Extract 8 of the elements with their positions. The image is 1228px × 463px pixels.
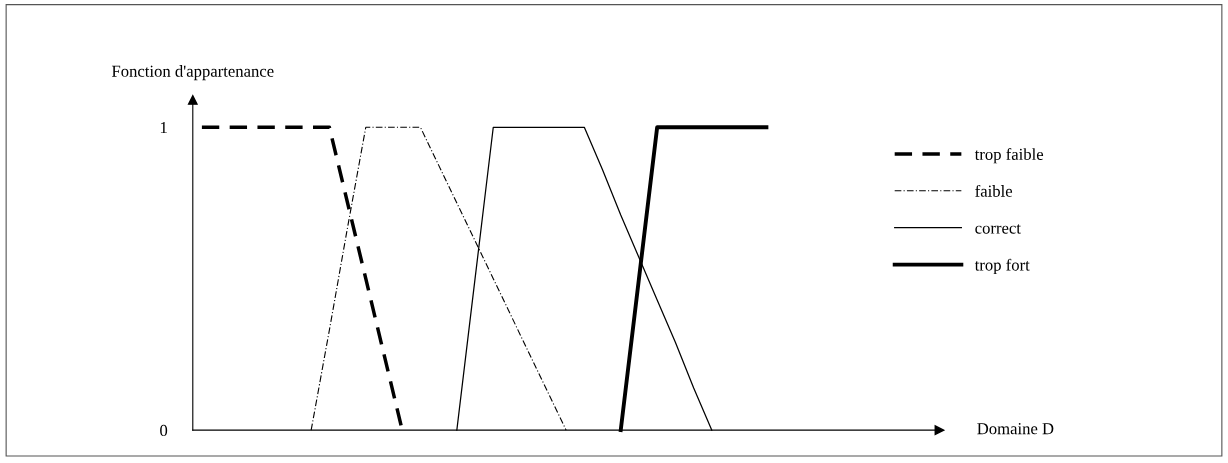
x-axis-title: Domaine D	[977, 423, 1054, 435]
legend-label: correct	[975, 224, 1021, 234]
legend-label: trop fort	[974, 258, 1030, 275]
legend-label: trop faible	[974, 148, 1044, 164]
y-tick-label: 0	[160, 424, 168, 437]
y-tick-label: 1	[160, 122, 167, 134]
y-axis-title: Fonction d'appartenance	[111, 65, 274, 81]
legend-label: faible	[975, 184, 1013, 197]
